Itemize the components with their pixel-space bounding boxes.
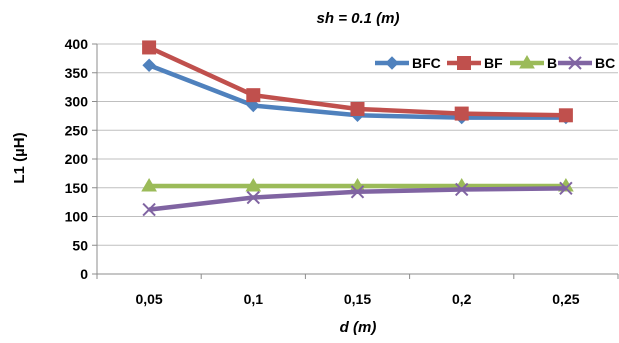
series-bf xyxy=(142,40,573,123)
y-tick-label: 300 xyxy=(65,94,89,110)
data-point-bc xyxy=(559,181,573,196)
y-axis-ticks: 0 50 100 150 200 250 300 350 400 xyxy=(65,36,97,282)
x-tick-label: 0,15 xyxy=(344,291,371,307)
y-tick-label: 50 xyxy=(72,237,88,253)
y-tick-label: 0 xyxy=(80,266,88,282)
data-point-bfc xyxy=(142,58,156,72)
legend-item-bc: BC xyxy=(558,55,615,71)
data-point-b xyxy=(245,178,262,192)
legend-label-bf: BF xyxy=(484,55,503,71)
legend-item-bf: BF xyxy=(447,55,503,71)
y-tick-label: 400 xyxy=(65,36,89,52)
legend-item-b: B xyxy=(510,55,557,71)
data-point-bc xyxy=(142,202,156,217)
legend-label-bfc: BFC xyxy=(412,55,441,71)
x-tick-label: 0,25 xyxy=(552,291,579,307)
data-point-bf xyxy=(142,40,157,55)
data-point-b xyxy=(141,178,157,192)
legend-marker-bf xyxy=(457,56,471,70)
x-tick-label: 0,05 xyxy=(135,291,162,307)
x-axis-title: d (m) xyxy=(340,319,377,336)
data-point-bf xyxy=(246,88,261,103)
legend: BFC BF B BC xyxy=(375,55,615,71)
legend-marker-bc xyxy=(568,56,582,70)
data-point-bf xyxy=(558,108,573,123)
legend-item-bfc: BFC xyxy=(375,55,441,71)
x-axis-ticks: 0,05 0,1 0,15 0,2 0,25 xyxy=(96,274,619,307)
legend-label-b: B xyxy=(547,55,557,71)
data-point-bf xyxy=(350,101,365,116)
x-tick-label: 0,2 xyxy=(452,291,472,307)
data-point-bf xyxy=(454,106,469,121)
data-point-bc xyxy=(454,182,469,197)
series-group xyxy=(141,40,574,217)
data-point-bc xyxy=(246,190,261,205)
y-tick-label: 150 xyxy=(65,180,89,196)
y-axis-title: L1 (µH) xyxy=(11,132,28,183)
series-bc xyxy=(142,181,573,217)
data-point-bfc xyxy=(246,98,261,113)
legend-marker-b xyxy=(519,55,535,69)
x-tick-label: 0,1 xyxy=(244,291,264,307)
y-tick-label: 200 xyxy=(65,151,89,167)
y-tick-label: 350 xyxy=(65,65,89,81)
data-point-bc xyxy=(350,185,365,199)
legend-label-bc: BC xyxy=(595,55,615,71)
y-tick-label: 100 xyxy=(65,209,89,225)
y-tick-label: 250 xyxy=(65,122,89,138)
legend-marker-bfc xyxy=(385,56,399,70)
chart-title: sh = 0.1 (m) xyxy=(317,10,400,27)
